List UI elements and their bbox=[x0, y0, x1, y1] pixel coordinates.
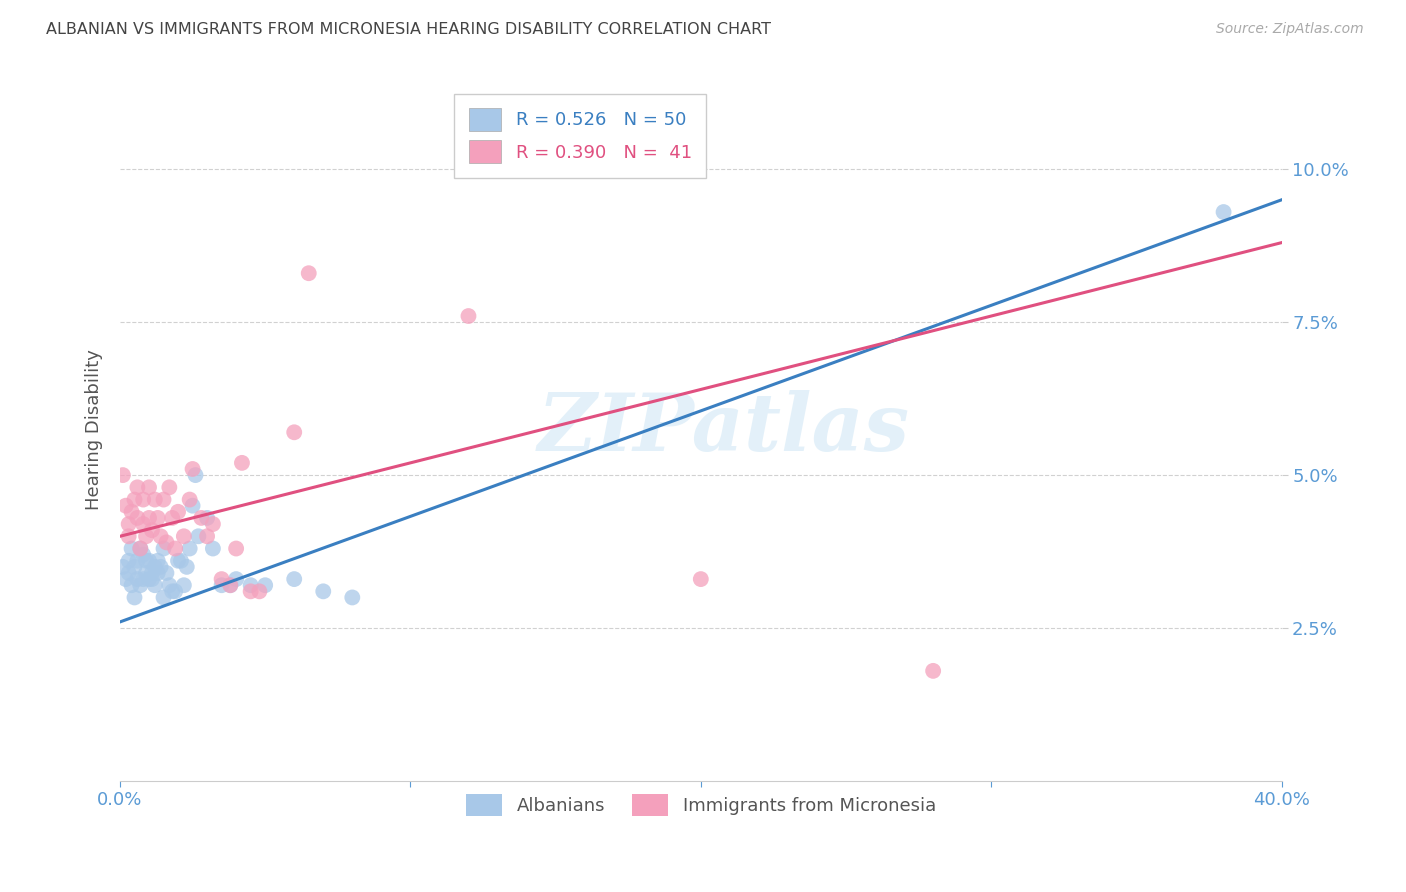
Point bbox=[118, 516, 141, 531]
Point bbox=[195, 529, 218, 543]
Point bbox=[225, 541, 247, 556]
Point bbox=[176, 560, 198, 574]
Point bbox=[298, 266, 321, 280]
Point bbox=[132, 572, 155, 586]
Point bbox=[165, 584, 187, 599]
Point bbox=[132, 516, 155, 531]
Point bbox=[118, 566, 141, 580]
Point bbox=[179, 541, 201, 556]
Point bbox=[149, 529, 172, 543]
Point bbox=[127, 480, 149, 494]
Point bbox=[143, 560, 166, 574]
Point bbox=[138, 554, 160, 568]
Text: Source: ZipAtlas.com: Source: ZipAtlas.com bbox=[1216, 22, 1364, 37]
Point bbox=[283, 572, 305, 586]
Point bbox=[111, 468, 134, 483]
Point bbox=[312, 584, 335, 599]
Point bbox=[118, 554, 141, 568]
Point bbox=[190, 511, 212, 525]
Point bbox=[129, 541, 152, 556]
Point bbox=[127, 511, 149, 525]
Point bbox=[121, 578, 143, 592]
Point bbox=[195, 511, 218, 525]
Point bbox=[342, 591, 364, 605]
Point bbox=[187, 529, 209, 543]
Point bbox=[219, 578, 242, 592]
Point bbox=[143, 492, 166, 507]
Point bbox=[121, 541, 143, 556]
Point bbox=[173, 578, 195, 592]
Point bbox=[201, 541, 224, 556]
Point bbox=[231, 456, 253, 470]
Point bbox=[254, 578, 277, 592]
Text: ZIPatlas: ZIPatlas bbox=[538, 391, 910, 468]
Point bbox=[457, 309, 479, 323]
Point bbox=[247, 584, 270, 599]
Point bbox=[922, 664, 945, 678]
Point bbox=[135, 554, 157, 568]
Point bbox=[152, 492, 174, 507]
Point bbox=[141, 572, 163, 586]
Point bbox=[127, 554, 149, 568]
Point bbox=[124, 560, 146, 574]
Point bbox=[181, 462, 204, 476]
Point bbox=[162, 511, 184, 525]
Point bbox=[141, 523, 163, 537]
Point bbox=[124, 591, 146, 605]
Point bbox=[157, 480, 180, 494]
Point bbox=[157, 578, 180, 592]
Point bbox=[173, 529, 195, 543]
Point bbox=[138, 572, 160, 586]
Point bbox=[132, 548, 155, 562]
Point bbox=[155, 566, 177, 580]
Point bbox=[689, 572, 711, 586]
Point bbox=[219, 578, 242, 592]
Point bbox=[146, 554, 169, 568]
Point bbox=[146, 511, 169, 525]
Point bbox=[225, 572, 247, 586]
Point bbox=[129, 578, 152, 592]
Point bbox=[135, 566, 157, 580]
Point bbox=[152, 541, 174, 556]
Point bbox=[149, 560, 172, 574]
Point bbox=[146, 566, 169, 580]
Point bbox=[184, 468, 207, 483]
Point bbox=[114, 572, 136, 586]
Point bbox=[162, 584, 184, 599]
Point bbox=[114, 499, 136, 513]
Point bbox=[181, 499, 204, 513]
Point bbox=[127, 572, 149, 586]
Point bbox=[129, 541, 152, 556]
Point bbox=[141, 566, 163, 580]
Point bbox=[170, 554, 193, 568]
Y-axis label: Hearing Disability: Hearing Disability bbox=[86, 349, 103, 509]
Point bbox=[124, 492, 146, 507]
Point bbox=[143, 578, 166, 592]
Text: ALBANIAN VS IMMIGRANTS FROM MICRONESIA HEARING DISABILITY CORRELATION CHART: ALBANIAN VS IMMIGRANTS FROM MICRONESIA H… bbox=[46, 22, 772, 37]
Legend: Albanians, Immigrants from Micronesia: Albanians, Immigrants from Micronesia bbox=[457, 785, 945, 825]
Point bbox=[211, 578, 233, 592]
Point bbox=[239, 584, 262, 599]
Point bbox=[211, 572, 233, 586]
Point bbox=[179, 492, 201, 507]
Point bbox=[135, 529, 157, 543]
Point bbox=[138, 480, 160, 494]
Point bbox=[167, 505, 190, 519]
Point bbox=[138, 511, 160, 525]
Point bbox=[111, 560, 134, 574]
Point bbox=[283, 425, 305, 440]
Point bbox=[152, 591, 174, 605]
Point bbox=[118, 529, 141, 543]
Point bbox=[1212, 205, 1234, 219]
Point bbox=[239, 578, 262, 592]
Point bbox=[132, 492, 155, 507]
Point bbox=[121, 505, 143, 519]
Point bbox=[201, 516, 224, 531]
Point bbox=[165, 541, 187, 556]
Point bbox=[167, 554, 190, 568]
Point bbox=[155, 535, 177, 549]
